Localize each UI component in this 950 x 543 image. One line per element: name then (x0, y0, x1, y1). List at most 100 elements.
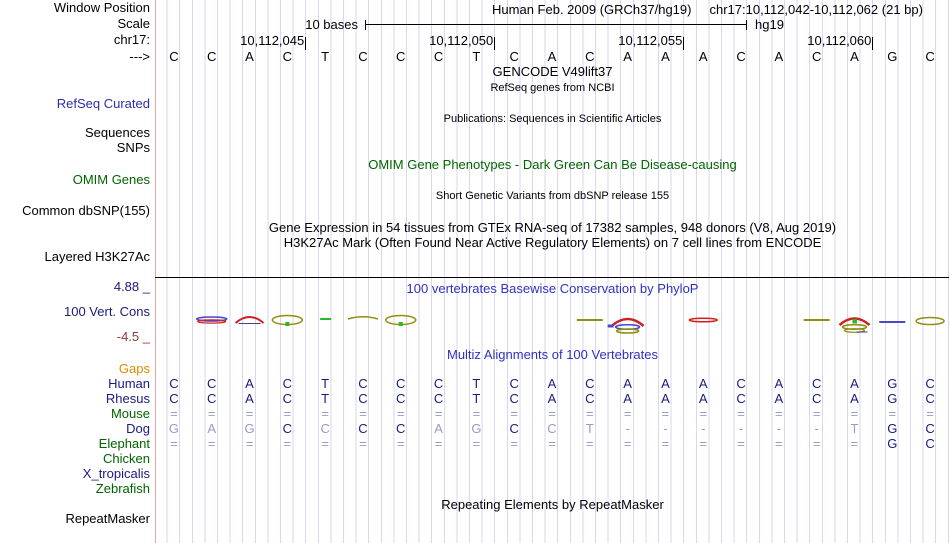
align-base-mouse: = (510, 406, 518, 421)
track-label-chrom[interactable]: chr17: (113, 32, 150, 47)
track-label-rhesus[interactable]: Rhesus (105, 391, 150, 406)
align-base-mouse: = (850, 406, 859, 421)
align-base-dog: C (396, 421, 406, 436)
align-base-human: A (547, 376, 557, 391)
align-base-elephant: = (737, 436, 745, 451)
gencode-title[interactable]: GENCODE V49lift37 (492, 64, 613, 79)
track-label-repeatmasker[interactable]: RepeatMasker (65, 511, 150, 526)
track-label-cons-min[interactable]: -4.5 _ (116, 329, 150, 344)
align-base-elephant: = (623, 436, 632, 451)
align-base-human: C (169, 376, 179, 391)
align-base-dog: G (471, 421, 482, 436)
track-label-elephant[interactable]: Elephant (98, 436, 150, 451)
repeatmasker-title[interactable]: Repeating Elements by RepeatMasker (441, 497, 664, 512)
base-letter: T (472, 49, 481, 64)
track-label-vert-cons[interactable]: 100 Vert. Cons (64, 304, 150, 319)
h3k27ac-title[interactable]: H3K27Ac Mark (Often Found Near Active Re… (283, 235, 822, 250)
track-label-omim-genes[interactable]: OMIM Genes (72, 172, 150, 187)
multiz-title[interactable]: Multiz Alignments of 100 Vertebrates (446, 347, 658, 362)
track-label-sequences[interactable]: Sequences (84, 125, 150, 140)
track-label-layered-h3k27ac[interactable]: Layered H3K27Ac (44, 249, 150, 264)
gtex-title[interactable]: Gene Expression in 54 tissues from GTEx … (268, 220, 837, 235)
align-base-mouse: = (170, 406, 178, 421)
track-label-x-tropicalis[interactable]: X_tropicalis (82, 466, 150, 481)
align-base-elephant: = (510, 436, 518, 451)
align-base-rhesus: A (661, 391, 670, 406)
conservation-topline (155, 277, 949, 278)
base-letter: C (282, 49, 293, 64)
track-label-refseq-curated[interactable]: RefSeq Curated (56, 96, 150, 111)
publications-title[interactable]: Publications: Sequences in Scientific Ar… (443, 113, 662, 125)
align-base-mouse: = (661, 406, 670, 421)
base-letter: C (207, 49, 217, 64)
align-base-mouse: = (586, 406, 594, 421)
track-label-scale[interactable]: Scale (117, 16, 150, 31)
phylop-title[interactable]: 100 vertebrates Basewise Conservation by… (406, 281, 699, 296)
window-title: Human Feb. 2009 (GRCh37/hg19) chr17:10,11… (310, 2, 950, 17)
align-base-elephant: = (699, 436, 708, 451)
align-base-dog: C (358, 421, 368, 436)
track-label-mouse[interactable]: Mouse (110, 406, 150, 421)
align-base-rhesus: C (736, 391, 746, 406)
align-base-elephant: = (434, 436, 443, 451)
base-letter: C (433, 49, 444, 64)
align-base-mouse: = (321, 406, 329, 421)
align-base-rhesus: C (282, 391, 293, 406)
align-base-elephant: = (812, 436, 821, 451)
ruler-tick (683, 37, 685, 50)
align-base-human: T (472, 376, 481, 391)
base-letter: C (509, 49, 519, 64)
track-label-dog[interactable]: Dog (126, 421, 150, 436)
align-base-dog: G (887, 421, 898, 436)
align-base-rhesus: C (358, 391, 368, 406)
align-base-mouse: = (926, 406, 934, 421)
align-base-elephant: = (586, 436, 594, 451)
ruler-tick (872, 37, 874, 50)
align-base-rhesus: A (698, 391, 708, 406)
align-base-mouse: = (548, 406, 556, 421)
align-base-mouse: = (245, 406, 254, 421)
align-base-dog: C (320, 421, 330, 436)
track-label-human[interactable]: Human (108, 376, 150, 391)
align-base-mouse: = (699, 406, 708, 421)
track-label-gaps[interactable]: Gaps (118, 361, 150, 376)
align-base-dog: - (814, 421, 819, 436)
align-base-human: C (207, 376, 217, 391)
align-base-human: A (245, 376, 254, 391)
ruler-tick-label: 10,112,050 (429, 33, 494, 48)
ruler-tick (305, 37, 307, 50)
base-letter: G (887, 49, 898, 64)
track-label-window-position[interactable]: Window Position (53, 0, 150, 15)
align-base-dog: - (738, 421, 744, 436)
phylop-wiggle-glyphs (195, 314, 945, 334)
base-letter: T (321, 49, 330, 64)
align-base-dog: G (168, 421, 179, 436)
align-base-rhesus: T (321, 391, 330, 406)
base-letter: A (698, 49, 708, 64)
align-base-human: C (925, 376, 935, 391)
dbsnp-title[interactable]: Short Genetic Variants from dbSNP releas… (435, 190, 670, 202)
tracks-image[interactable]: Human Feb. 2009 (GRCh37/hg19) chr17:10,11… (155, 0, 950, 543)
omim-title[interactable]: OMIM Gene Phenotypes - Dark Green Can Be… (368, 157, 737, 172)
track-label-strand-arrow[interactable]: ---> (129, 49, 150, 64)
track-label-common-dbsnp[interactable]: Common dbSNP(155) (22, 203, 150, 218)
align-base-human: C (811, 376, 822, 391)
align-base-rhesus: C (207, 391, 217, 406)
refseq-ncbi-title[interactable]: RefSeq genes from NCBI (490, 82, 615, 94)
align-base-mouse: = (434, 406, 443, 421)
track-label-zebrafish[interactable]: Zebrafish (95, 481, 150, 496)
track-label-cons-max[interactable]: 4.88 _ (113, 279, 150, 294)
align-base-elephant: = (170, 436, 178, 451)
track-label-chicken[interactable]: Chicken (103, 451, 150, 466)
align-base-elephant: = (396, 436, 405, 451)
track-label-snps[interactable]: SNPs (116, 140, 150, 155)
align-base-mouse: = (775, 406, 783, 421)
align-base-rhesus: G (887, 391, 898, 406)
align-base-elephant: = (548, 436, 556, 451)
align-base-dog: G (244, 421, 255, 436)
align-base-dog: T (850, 421, 859, 436)
align-base-mouse: = (283, 406, 292, 421)
align-base-dog: C (547, 421, 557, 436)
align-base-rhesus: A (245, 391, 254, 406)
